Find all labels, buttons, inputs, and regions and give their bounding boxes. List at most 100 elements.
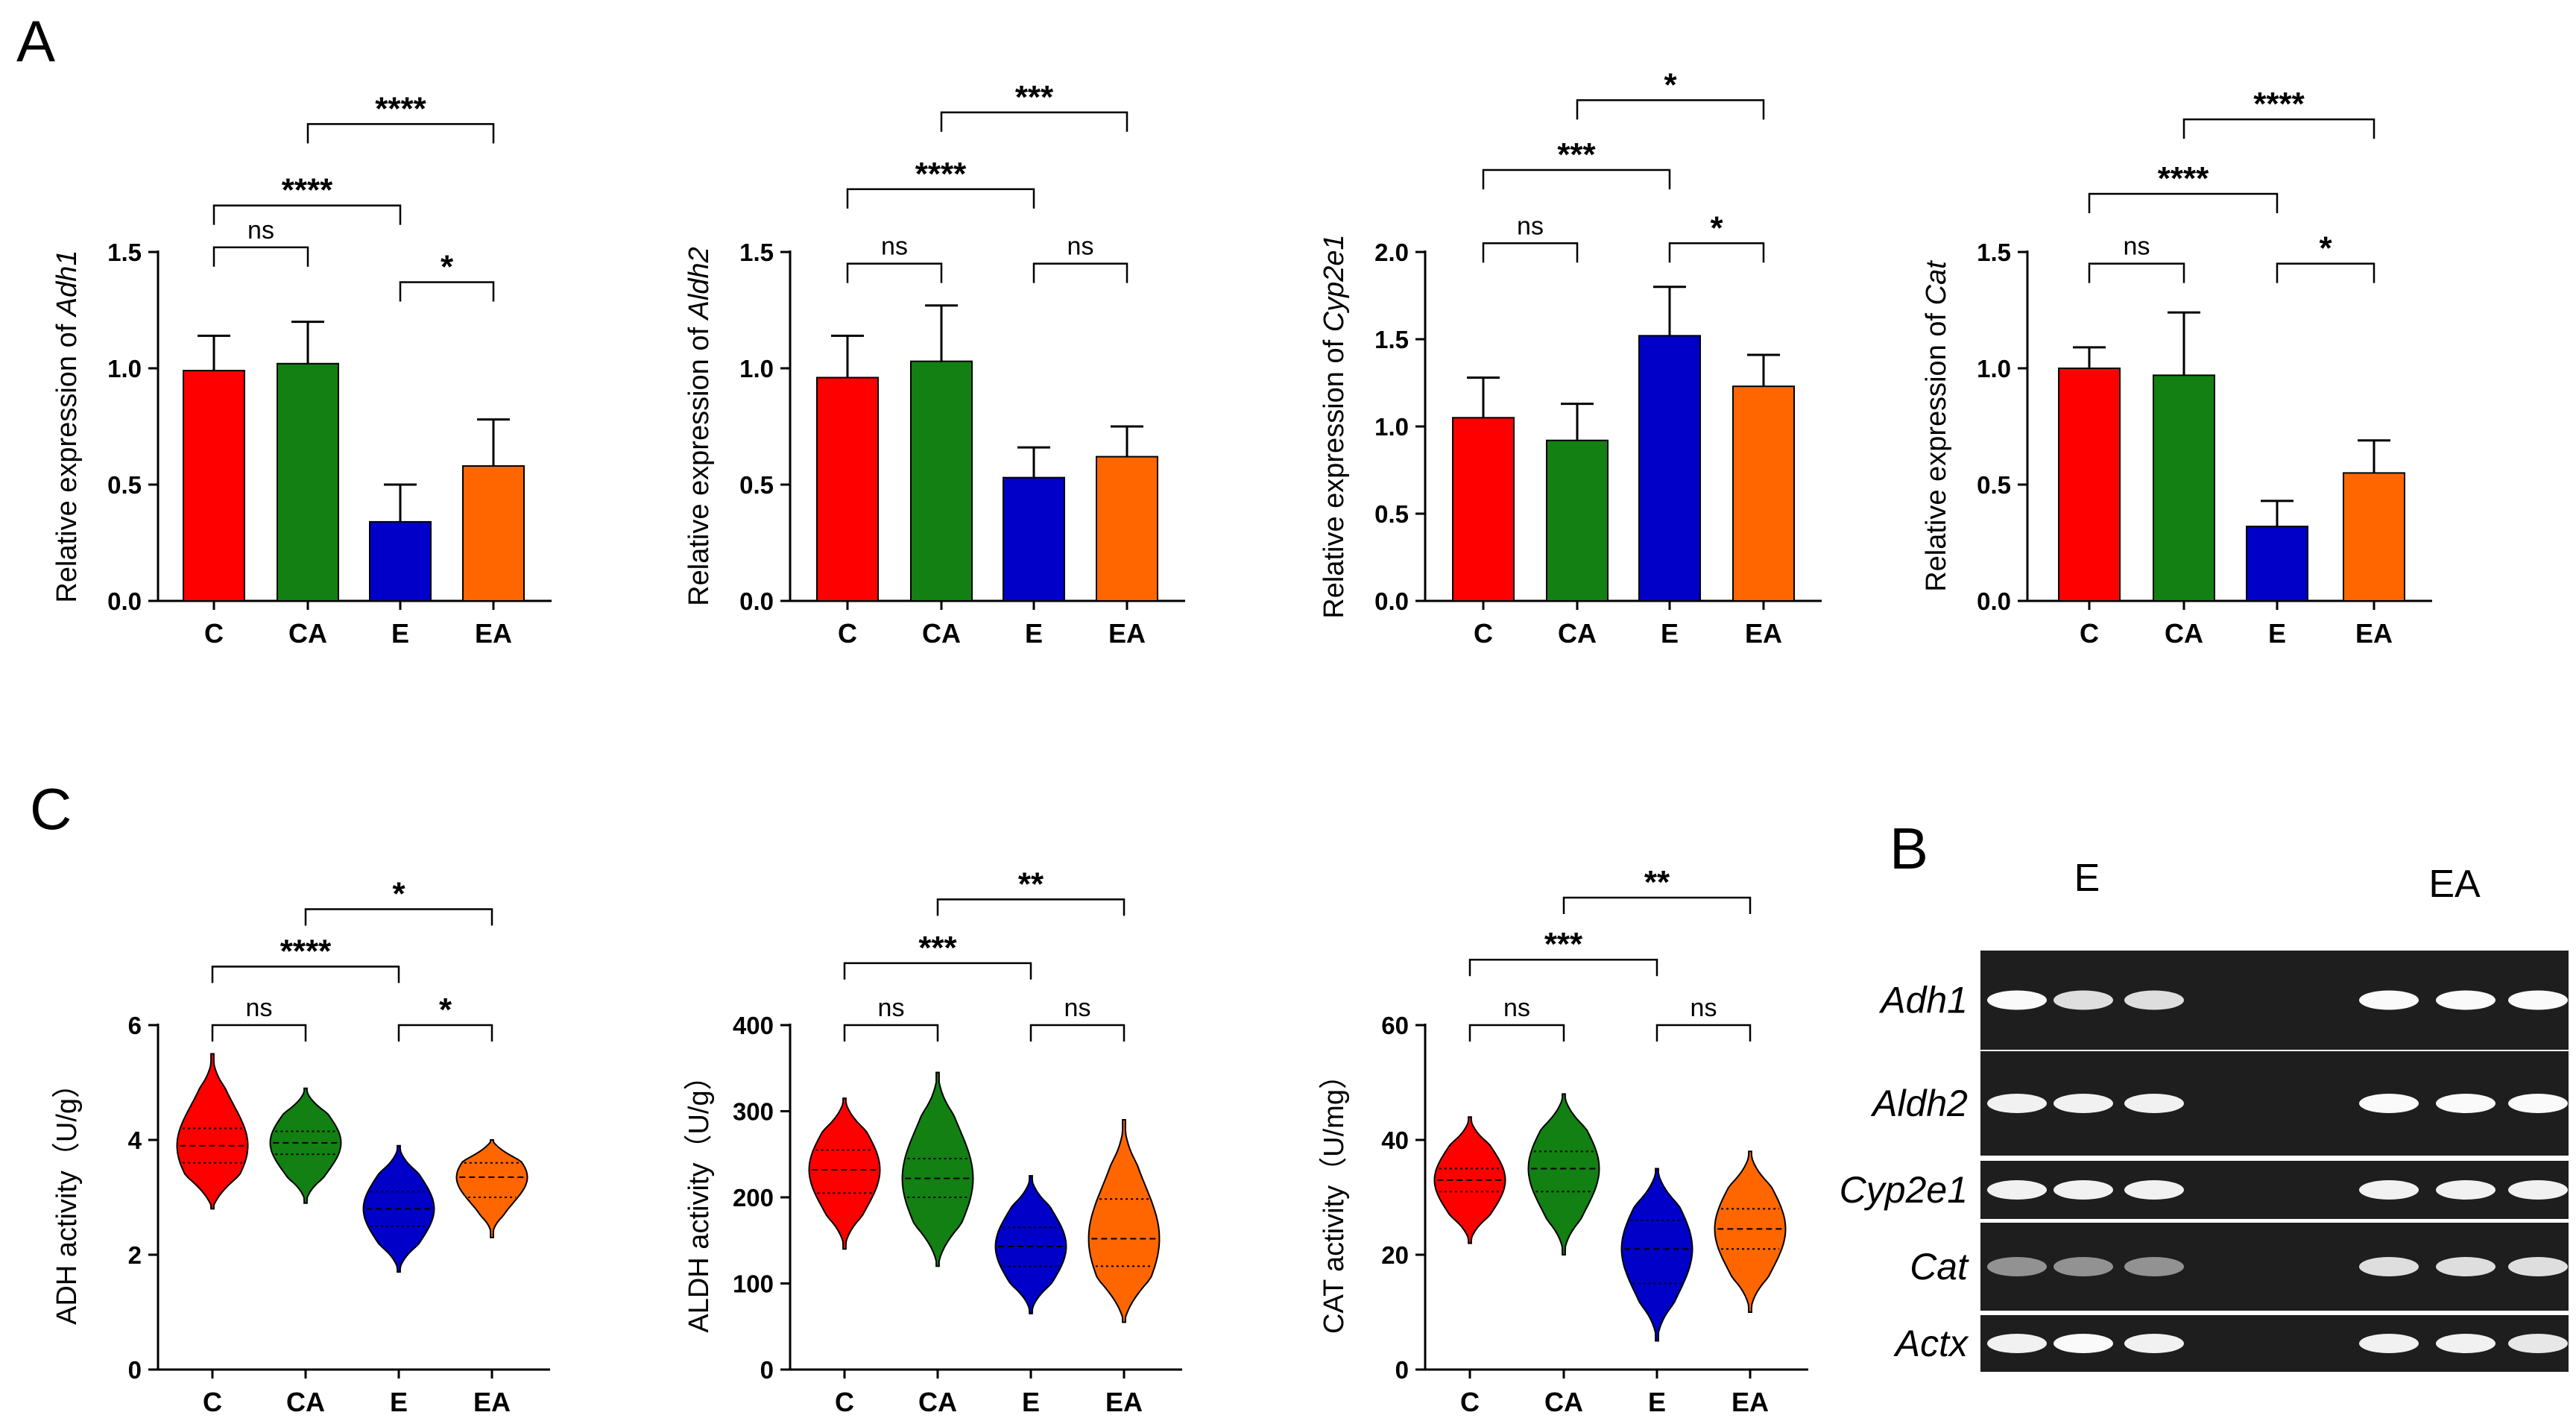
x-tick-label: EA	[1108, 618, 1146, 649]
gel-band	[1987, 1180, 2047, 1200]
x-tick-label: C	[835, 1387, 854, 1417]
violin-C	[176, 1053, 249, 1210]
significance-bracket	[2182, 118, 2375, 139]
x-tick-label: C	[203, 1387, 222, 1417]
gel-band	[2359, 1180, 2419, 1200]
gel-row-label: Actx	[1893, 1323, 1969, 1364]
significance-bracket	[211, 1024, 307, 1042]
y-tick-label: 2.0	[1374, 239, 1409, 266]
y-axis-label-gene: Cyp2e1	[1319, 234, 1350, 332]
significance-label: ***	[1557, 136, 1596, 173]
gel-band	[2436, 1257, 2496, 1276]
chart-3: 0.0 0.5 1.0 1.5 2.0 C CA E EA Relative expression…	[1319, 66, 1822, 649]
violin-CA	[1527, 1093, 1600, 1255]
y-tick-label: 0.5	[1374, 500, 1409, 528]
significance-label: ****	[915, 156, 967, 192]
significance-bracket	[1482, 168, 1671, 190]
significance-label: ns	[878, 994, 905, 1022]
significance-bracket	[2088, 192, 2279, 213]
bar-CA	[277, 362, 339, 602]
significance-bracket	[212, 204, 402, 225]
significance-bracket	[1655, 1024, 1752, 1042]
significance-label: ****	[282, 172, 333, 209]
significance-bracket	[936, 898, 1126, 916]
significance-label: *	[441, 249, 454, 286]
y-axis-label: CAT activity（U/mg）	[1319, 1061, 1350, 1334]
x-tick-label: C	[204, 618, 224, 649]
significance-label: *	[2319, 230, 2332, 267]
gel-band	[2508, 990, 2568, 1010]
gel-band	[2508, 1334, 2568, 1353]
gel-band	[2508, 1094, 2568, 1113]
x-tick-label: CA	[922, 618, 961, 649]
x-tick-label: EA	[1105, 1387, 1143, 1417]
y-tick-label: 1.0	[739, 355, 774, 382]
x-tick-label: EA	[473, 1387, 511, 1417]
x-tick-label: E	[1022, 1387, 1040, 1417]
x-tick-label: E	[391, 618, 409, 649]
significance-label: ***	[1015, 79, 1054, 116]
gel-band	[2124, 1257, 2184, 1276]
significance-label: ***	[1544, 926, 1583, 962]
significance-label: ns	[1064, 994, 1091, 1022]
significance-label: ns	[1067, 233, 1094, 261]
significance-label: *	[439, 992, 452, 1028]
gel-band	[2436, 1180, 2496, 1200]
panel-label-a: A	[16, 8, 55, 74]
bar-C	[183, 370, 245, 602]
x-tick-label: E	[390, 1387, 408, 1417]
x-tick-label: E	[2268, 618, 2286, 649]
gel-band	[1987, 1257, 2047, 1276]
y-axis-label-prefix: Relative expression of	[51, 316, 83, 602]
chart-2: 0.0 0.5 1.0 1.5 C CA E EA Relative expression of…	[684, 79, 1185, 649]
bar-C	[2058, 368, 2121, 602]
y-tick-label: 0.5	[107, 471, 142, 499]
violin-E	[1620, 1168, 1693, 1342]
violin-CA	[269, 1087, 342, 1204]
x-tick-label: C	[2080, 618, 2099, 649]
significance-bracket	[843, 1024, 939, 1042]
y-tick-label: 0.5	[1977, 471, 2011, 499]
violin-EA	[1087, 1118, 1161, 1323]
y-tick-label: 1.0	[107, 355, 142, 382]
y-axis-label: ADH activity（U/g）	[51, 1070, 83, 1325]
violin-CA	[901, 1071, 974, 1267]
gel-row-label: Cat	[1910, 1246, 1969, 1288]
y-tick-label: 1.0	[1977, 355, 2011, 382]
gel-band	[2508, 1180, 2568, 1200]
significance-bracket	[304, 908, 493, 926]
gel-band	[2508, 1257, 2568, 1276]
significance-label: *	[1710, 209, 1723, 246]
x-tick-label: EA	[475, 618, 512, 649]
gel-band	[2124, 1334, 2184, 1353]
y-tick-label: 4	[128, 1127, 142, 1154]
x-tick-label: CA	[1558, 618, 1597, 649]
significance-label: ns	[1690, 994, 1717, 1022]
significance-label: ****	[280, 933, 332, 969]
gel-band	[2436, 1334, 2496, 1353]
y-axis-label-prefix: Relative expression of	[684, 319, 715, 605]
gel-group-label: EA	[2428, 863, 2481, 906]
y-tick-label: 6	[128, 1012, 142, 1039]
gel-band	[2124, 990, 2184, 1010]
x-tick-label: CA	[288, 618, 327, 649]
y-tick-label: 1.5	[1977, 239, 2011, 266]
gel-row-label: Aldh2	[1870, 1083, 1968, 1124]
y-axis-label-gene: Aldh2	[684, 247, 715, 321]
y-tick-label: 0	[128, 1356, 142, 1384]
significance-bracket	[940, 111, 1128, 132]
significance-bracket	[2276, 262, 2375, 283]
x-tick-label: C	[1474, 618, 1493, 649]
x-tick-label: EA	[2355, 618, 2393, 649]
significance-bracket	[846, 262, 943, 283]
y-tick-label: 40	[1381, 1127, 1409, 1154]
charts-layer: 0.0 0.5 1.0 1.5 C CA E EA Relative expression of…	[51, 66, 2432, 1417]
x-tick-label: C	[838, 618, 857, 649]
bar-CA	[910, 360, 973, 602]
gel-row-label: Cyp2e1	[1840, 1169, 1968, 1211]
significance-label: ns	[247, 216, 274, 245]
x-tick-label: CA	[2165, 618, 2203, 649]
y-axis-label-prefix: Relative expression of	[1319, 332, 1350, 618]
